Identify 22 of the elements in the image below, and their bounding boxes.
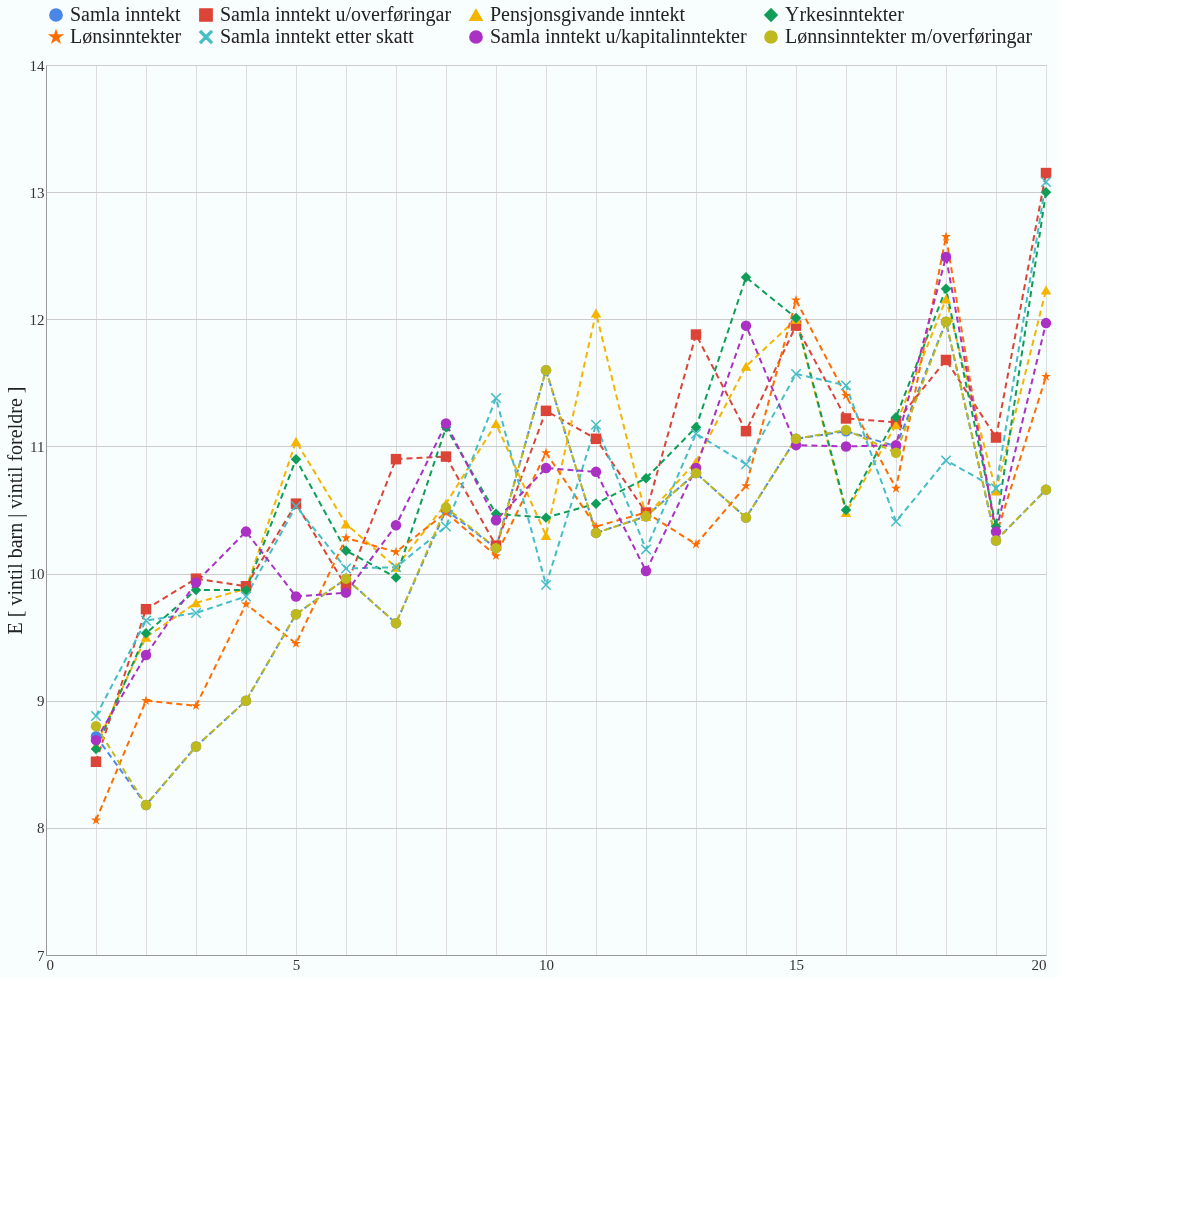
legend-label: Lønsinntekter (70, 25, 182, 47)
legend-label: Samla inntekt u/overføringar (220, 3, 452, 26)
x-tick-label: 10 (539, 956, 554, 973)
legend-label: Samla inntekt etter skatt (220, 25, 415, 47)
y-tick-label: 7 (37, 947, 45, 964)
y-tick-label: 9 (37, 693, 45, 710)
legend-label: Yrkesinntekter (785, 3, 905, 25)
y-tick-label: 12 (29, 311, 45, 328)
y-tick-label: 14 (29, 57, 45, 74)
x-tick-label: 15 (789, 956, 804, 973)
x-tick-label: 20 (1031, 956, 1047, 973)
y-tick-label: 11 (30, 438, 45, 455)
y-tick-label: 10 (29, 566, 45, 583)
x-tick-label: 0 (46, 956, 54, 973)
legend-label: Pensjonsgivande inntekt (490, 3, 686, 26)
legend-label: Samla inntekt u/kapitalinntekter (490, 25, 747, 48)
y-tick-label: 8 (37, 820, 45, 837)
y-tick-label: 13 (29, 184, 45, 201)
x-tick-label: 5 (292, 956, 301, 973)
y-axis-title: E [ vintil barn | vintil foreldre ] (3, 386, 27, 635)
legend-label: Samla inntekt (70, 3, 181, 25)
legend-label: Lønnsinntekter m/overføringar (785, 25, 1033, 48)
